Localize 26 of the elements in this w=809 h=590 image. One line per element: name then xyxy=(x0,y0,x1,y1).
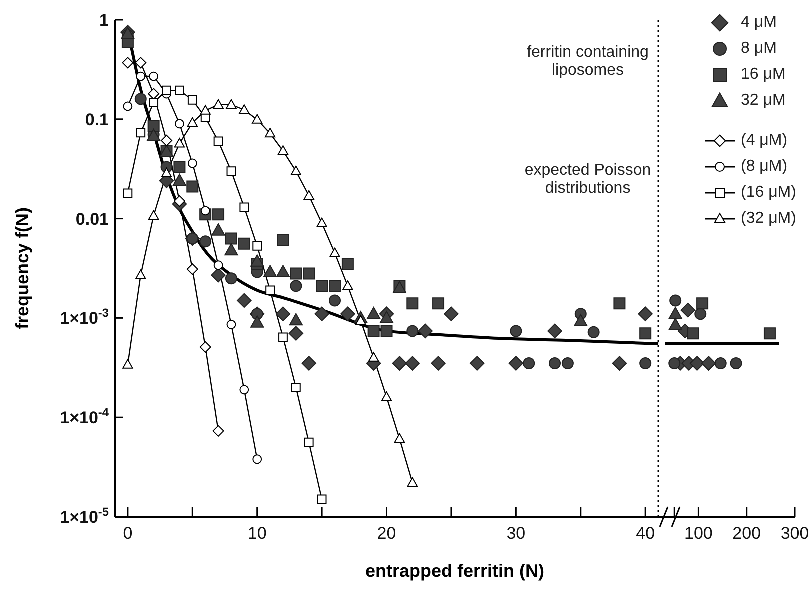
legend-label: (8 μM) xyxy=(741,158,788,176)
y-tick-label: 1×10$^{-3}$ xyxy=(60,306,110,328)
x-axis-title: entrapped ferritin (N) xyxy=(364,561,546,582)
x-tick-label: 100 xyxy=(684,524,713,543)
x-tick-label: 300 xyxy=(780,524,809,543)
x-tick-label: 0 xyxy=(123,524,133,543)
x-tick-label: 40 xyxy=(636,524,656,543)
x-tick-label: 20 xyxy=(377,524,396,543)
annotation: ferritin containing liposomes xyxy=(526,44,650,80)
legend-label: 4 μM xyxy=(741,14,777,32)
x-tick-label: 30 xyxy=(506,524,526,543)
legend-label: (4 μM) xyxy=(741,132,788,150)
annotation: expected Poisson distributions xyxy=(524,162,652,198)
legend-label: 32 μM xyxy=(741,92,786,110)
y-axis-title: frequency f(N) xyxy=(12,207,34,330)
y-tick-label: 0.01 xyxy=(76,210,109,229)
legend-label: (32 μM) xyxy=(741,210,796,228)
x-tick-label: 10 xyxy=(248,524,267,543)
legend-label: 8 μM xyxy=(741,40,777,58)
y-tick-label: 1×10$^{-4}$ xyxy=(60,406,110,428)
legend-label: 16 μM xyxy=(741,66,786,84)
y-tick-label: 1 xyxy=(100,11,109,30)
x-tick-label: 200 xyxy=(732,524,762,543)
y-tick-label: 0.1 xyxy=(85,110,109,130)
legend-label: (16 μM) xyxy=(741,184,796,202)
y-tick-label: 1×10$^{-5}$ xyxy=(60,505,110,527)
